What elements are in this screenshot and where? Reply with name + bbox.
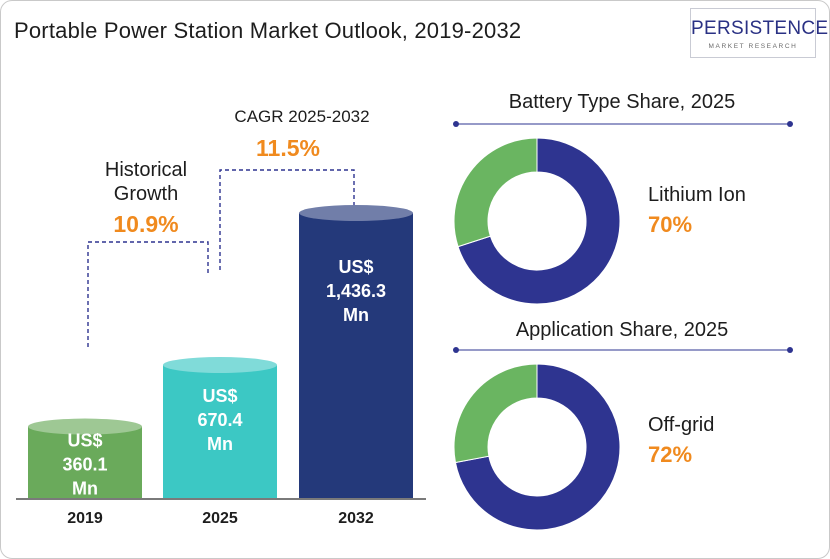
bar-value-label: 670.4: [197, 410, 242, 430]
bar-cap: [163, 356, 277, 373]
divider-dot-right: [787, 121, 793, 127]
bar-body: [163, 364, 277, 498]
bar-2019: US$ 360.1 Mn: [28, 418, 142, 499]
battery-type-panel: Battery Type Share, 2025 Lithium Ion 70%: [453, 91, 793, 305]
donut-slice-secondary: [453, 137, 538, 248]
battery-type-donut: [453, 137, 621, 305]
cagr-annotation: CAGR 2025-2032 11.5%: [234, 107, 369, 161]
bar-value-label: 360.1: [62, 455, 107, 475]
logo-wordmark: PERSISTENCE: [691, 18, 829, 39]
year-label: 2032: [338, 510, 374, 527]
donut-slice-primary: [454, 363, 621, 531]
historical-growth-value: 10.9%: [113, 211, 178, 237]
page-title: Portable Power Station Market Outlook, 2…: [14, 18, 522, 43]
battery-highlight-label: Lithium Ion: [648, 184, 746, 206]
historical-growth-label-2: Growth: [114, 183, 178, 205]
bar-value-label: US$: [202, 386, 237, 406]
application-highlight-value: 72%: [648, 442, 692, 467]
year-label: 2025: [202, 510, 238, 527]
battery-highlight-value: 70%: [648, 212, 692, 237]
application-title: Application Share, 2025: [516, 319, 728, 341]
divider-dot-left: [453, 347, 459, 353]
bar-value-label: US$: [338, 257, 373, 277]
bar-body: [28, 426, 142, 498]
year-label: 2019: [67, 510, 103, 527]
bar-2032: US$ 1,436.3 Mn: [299, 205, 413, 498]
cagr-connector: [219, 169, 355, 270]
bar-value-label: Mn: [343, 305, 369, 325]
application-highlight-label: Off-grid: [648, 414, 714, 436]
donut-slice-secondary: [453, 363, 538, 464]
bar-cap: [28, 418, 142, 435]
bar-value-label: 1,436.3: [326, 281, 386, 301]
bar-cap: [299, 205, 413, 221]
application-panel: Application Share, 2025 Off-grid 72%: [453, 319, 793, 531]
battery-type-title: Battery Type Share, 2025: [509, 91, 735, 113]
bar-value-label: US$: [67, 431, 102, 451]
application-donut: [453, 363, 621, 531]
historical-growth-label-1: Historical: [105, 159, 187, 181]
divider-dot-right: [787, 347, 793, 353]
divider-dot-left: [453, 121, 459, 127]
bar-2025: US$ 670.4 Mn: [163, 356, 277, 498]
brand-logo: PERSISTENCE MARKET RESEARCH: [690, 8, 829, 58]
historical-growth-annotation: Historical Growth 10.9%: [105, 159, 187, 237]
bar-body: [299, 213, 413, 498]
historical-connector: [87, 241, 209, 347]
cagr-label: CAGR 2025-2032: [234, 107, 369, 126]
donut-slice-primary: [457, 137, 621, 305]
bar-series: US$ 360.1 Mn US$ 670.4 Mn US$ 1,436.3 Mn: [28, 205, 413, 499]
bar-value-label: Mn: [72, 479, 98, 499]
year-axis: 2019 2025 2032: [67, 510, 374, 527]
logo-tagline: MARKET RESEARCH: [708, 43, 798, 50]
bar-value-label: Mn: [207, 434, 233, 454]
cagr-value: 11.5%: [256, 135, 320, 161]
